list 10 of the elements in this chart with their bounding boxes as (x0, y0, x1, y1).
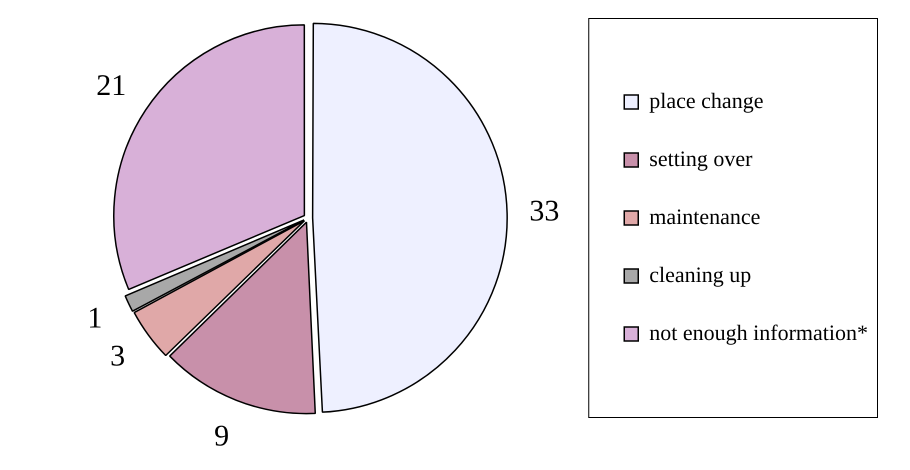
data-label: 9 (214, 420, 230, 453)
data-label: 33 (529, 194, 560, 228)
legend-label: setting over (649, 146, 754, 171)
legend-label: cleaning up (649, 262, 752, 287)
legend-label: place change (649, 88, 764, 113)
legend-label: maintenance (649, 204, 760, 229)
legend-label: not enough information* (649, 320, 868, 345)
data-label: 21 (96, 69, 126, 102)
data-label: 3 (110, 340, 126, 373)
data-label: 1 (87, 302, 102, 335)
